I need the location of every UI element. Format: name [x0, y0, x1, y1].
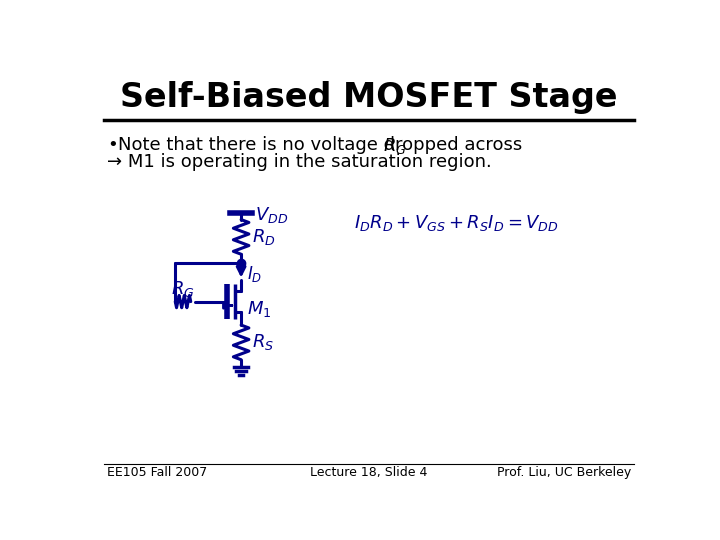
Text: $R_S$: $R_S$ — [252, 333, 274, 353]
Text: $I_DR_D+V_{GS}+R_SI_D=V_{DD}$: $I_DR_D+V_{GS}+R_SI_D=V_{DD}$ — [354, 213, 558, 233]
Text: $R_G$: $R_G$ — [383, 136, 407, 156]
Text: $R_D$: $R_D$ — [252, 227, 276, 247]
Text: EE105 Fall 2007: EE105 Fall 2007 — [107, 467, 207, 480]
Text: Prof. Liu, UC Berkeley: Prof. Liu, UC Berkeley — [497, 467, 631, 480]
Text: $R_G$: $R_G$ — [171, 279, 195, 299]
Text: Lecture 18, Slide 4: Lecture 18, Slide 4 — [310, 467, 428, 480]
Text: $I_D$: $I_D$ — [248, 264, 263, 284]
Text: → M1 is operating in the saturation region.: → M1 is operating in the saturation regi… — [107, 153, 492, 171]
Text: Note that there is no voltage dropped across: Note that there is no voltage dropped ac… — [118, 136, 528, 154]
Text: Self-Biased MOSFET Stage: Self-Biased MOSFET Stage — [120, 80, 618, 113]
Text: •: • — [107, 136, 118, 154]
Text: $V_{DD}$: $V_{DD}$ — [255, 205, 288, 225]
Text: $M_1$: $M_1$ — [248, 299, 271, 319]
